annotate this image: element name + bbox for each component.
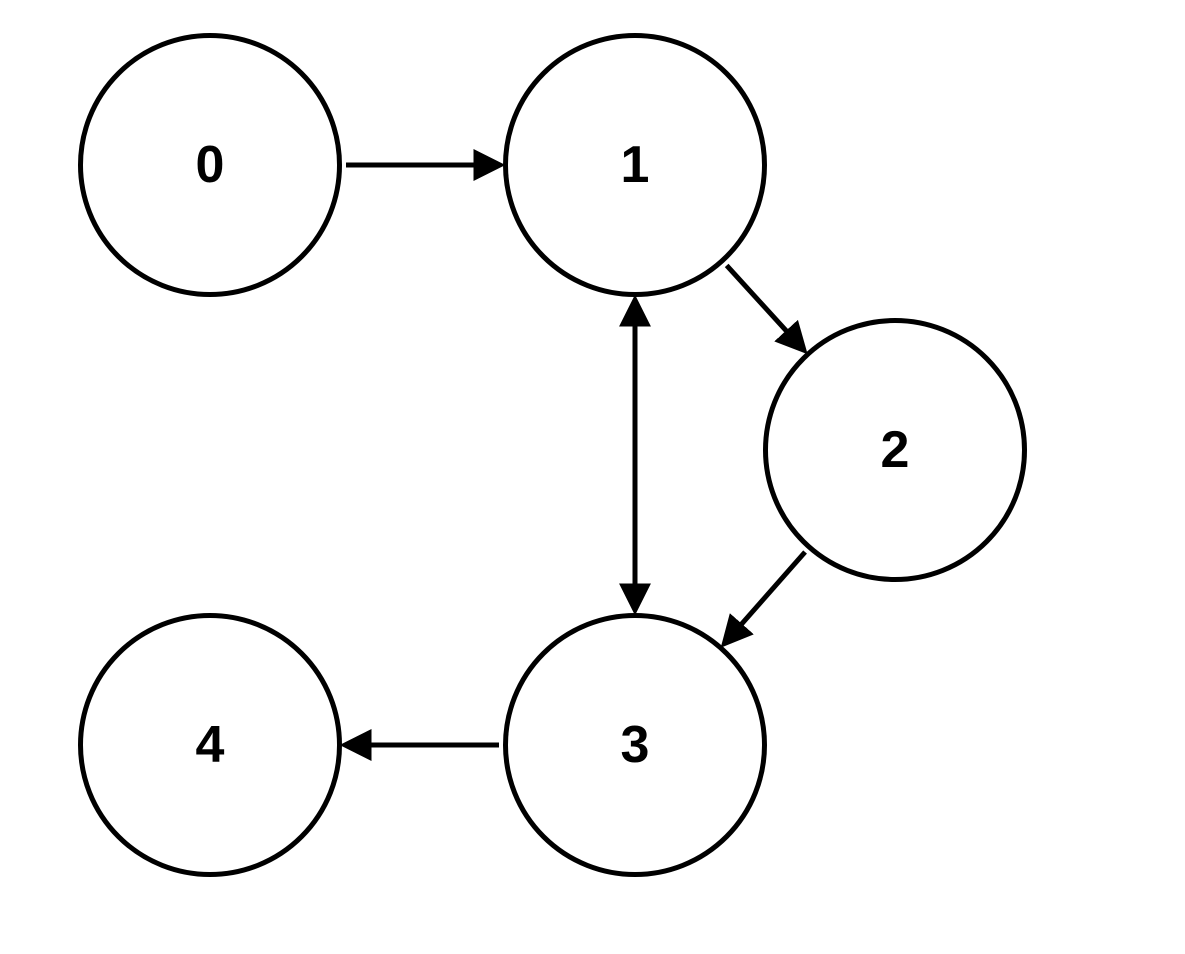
node-2: 2 bbox=[763, 318, 1027, 582]
edge-1-2 bbox=[727, 265, 804, 349]
node-4: 4 bbox=[78, 613, 342, 877]
node-label: 0 bbox=[196, 135, 225, 195]
node-label: 3 bbox=[621, 715, 650, 775]
node-0: 0 bbox=[78, 33, 342, 297]
node-label: 1 bbox=[621, 135, 650, 195]
node-label: 4 bbox=[196, 715, 225, 775]
node-label: 2 bbox=[881, 420, 910, 480]
node-1: 1 bbox=[503, 33, 767, 297]
edge-2-3 bbox=[725, 552, 805, 643]
graph-diagram: 0 1 2 3 4 bbox=[0, 0, 1185, 954]
node-3: 3 bbox=[503, 613, 767, 877]
